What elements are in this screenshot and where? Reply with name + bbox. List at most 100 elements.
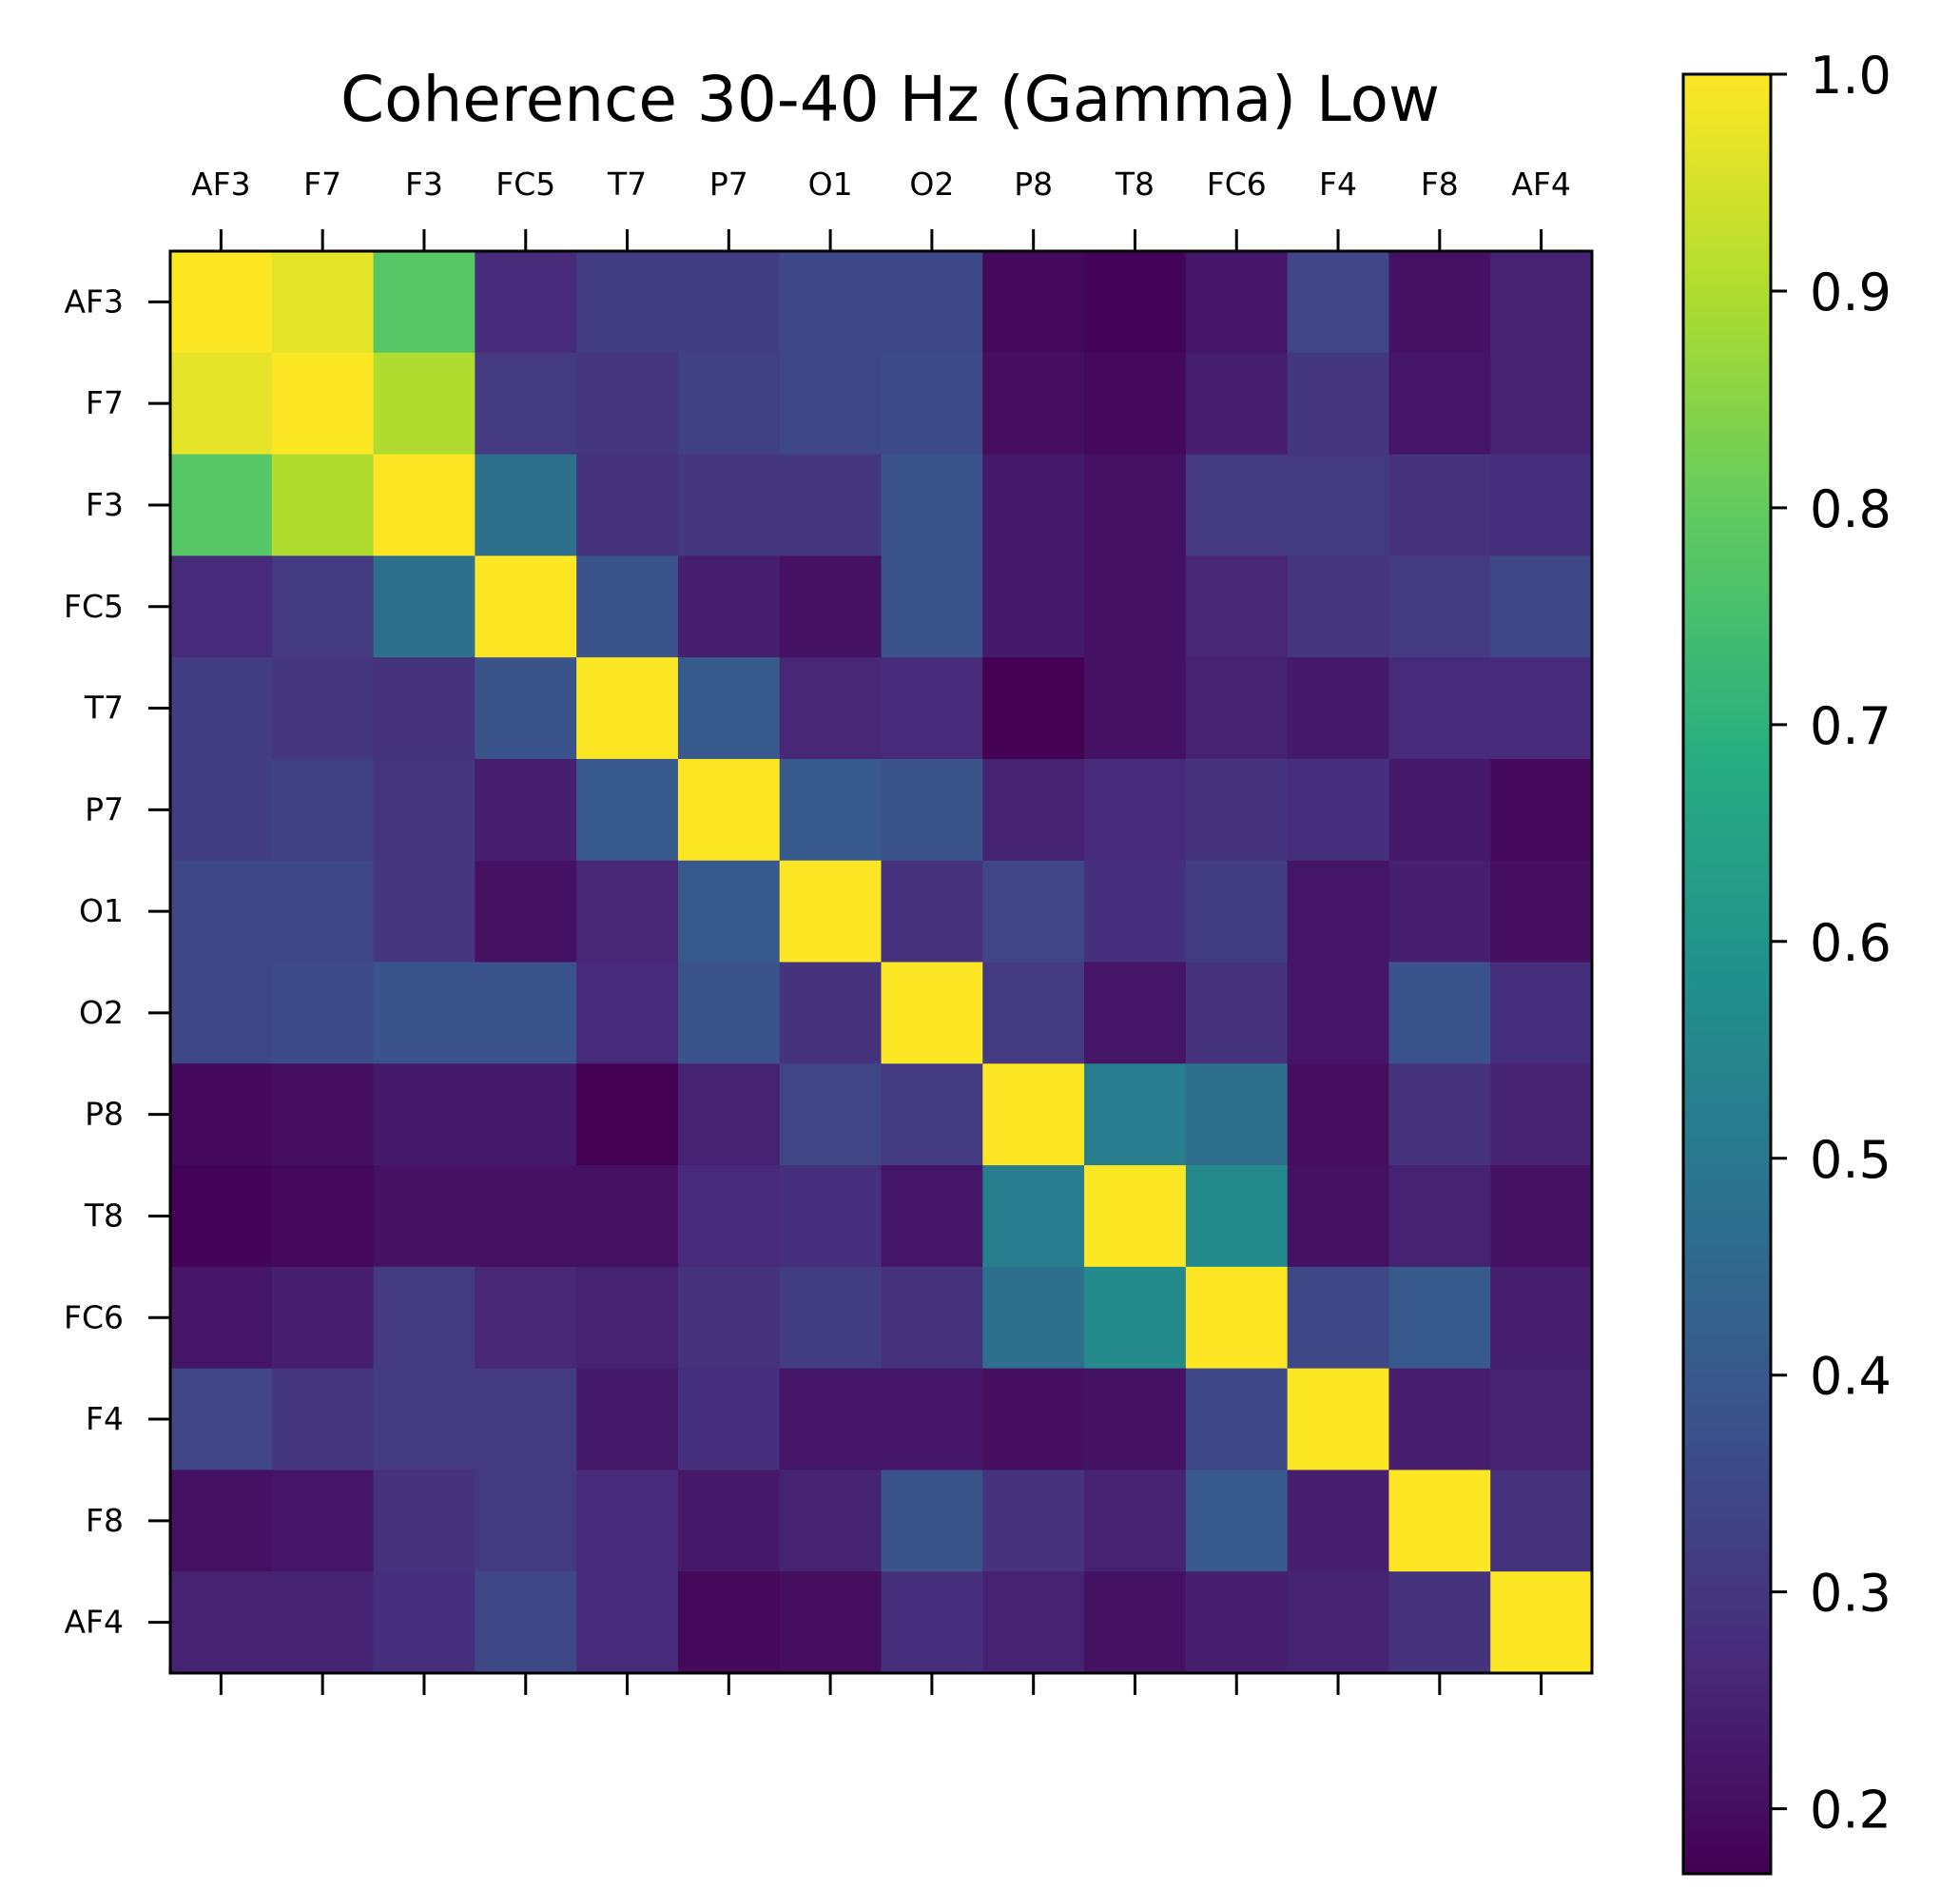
heatmap-cell-O1-T7 bbox=[576, 860, 679, 964]
heatmap-cell-FC6-P7 bbox=[677, 1266, 781, 1370]
heatmap-cell-FC6-T8 bbox=[1084, 1266, 1187, 1370]
heatmap-cell-T7-F8 bbox=[1388, 657, 1491, 760]
heatmap-cell-F7-O1 bbox=[779, 352, 883, 456]
colorbar-ticks: 0.2 0.3 0.4 0.5 0.6 0.7 0.8 0.9 1.0 bbox=[1771, 46, 1892, 1840]
x-tick-label: F3 bbox=[405, 166, 443, 203]
heatmap-cell-F7-FC6 bbox=[1185, 352, 1289, 456]
heatmap-cell-AF3-P7 bbox=[677, 251, 781, 354]
y-tick-label: FC5 bbox=[64, 588, 124, 625]
y-tick-label: AF3 bbox=[64, 282, 124, 320]
x-tick-label: T8 bbox=[1115, 166, 1155, 203]
heatmap-cell-F3-F4 bbox=[1287, 454, 1390, 556]
heatmap-cell-AF4-T7 bbox=[576, 1571, 679, 1674]
heatmap-cell-F8-AF4 bbox=[1490, 1470, 1593, 1572]
heatmap-cell-P7-P8 bbox=[982, 758, 1085, 862]
y-tick-label: P7 bbox=[85, 790, 124, 828]
heatmap-cell-P8-AF3 bbox=[170, 1063, 273, 1166]
heatmap-cell-O1-FC6 bbox=[1185, 860, 1289, 964]
heatmap-cell-P7-T7 bbox=[576, 758, 679, 862]
heatmap-cell-T8-F3 bbox=[373, 1165, 475, 1268]
y-axis-ticks: AF3 F7 F3 FC5 T7 P7 O1 O2 P8 T8 FC6 F4 F8 AF4 bbox=[64, 282, 170, 1641]
heatmap-cell-AF3-FC5 bbox=[475, 251, 577, 354]
y-tick-label: FC6 bbox=[64, 1298, 124, 1335]
heatmap-cell-O1-P7 bbox=[677, 860, 781, 964]
heatmap-cell-P7-AF4 bbox=[1490, 758, 1593, 862]
heatmap-cell-F7-AF3 bbox=[170, 352, 273, 456]
heatmap-cell-AF3-F8 bbox=[1388, 251, 1491, 354]
heatmap-cell-T7-P8 bbox=[982, 657, 1085, 760]
heatmap-cell-P7-O1 bbox=[779, 758, 883, 862]
heatmap-cell-F8-F7 bbox=[271, 1470, 375, 1572]
heatmap-cell-F3-T7 bbox=[576, 454, 679, 556]
heatmap-cell-F7-P8 bbox=[982, 352, 1085, 456]
heatmap-cell-AF4-F8 bbox=[1388, 1571, 1491, 1674]
heatmap-cell-O2-T7 bbox=[576, 962, 679, 1064]
colorbar-tick-label: 0.5 bbox=[1810, 1130, 1892, 1190]
heatmap-cell-F3-F3 bbox=[373, 454, 475, 556]
heatmap-cell-O1-AF3 bbox=[170, 860, 273, 964]
heatmap-cell-F7-F8 bbox=[1388, 352, 1491, 456]
heatmap-cell-F4-F7 bbox=[271, 1368, 375, 1471]
heatmap-cell-FC5-AF3 bbox=[170, 555, 273, 658]
heatmap-cell-AF3-AF3 bbox=[170, 251, 273, 354]
heatmap-cell-F7-FC5 bbox=[475, 352, 577, 456]
heatmap-cell-FC5-T8 bbox=[1084, 555, 1187, 658]
heatmap-cell-F8-T7 bbox=[576, 1470, 679, 1572]
colorbar-tick-label: 0.6 bbox=[1810, 913, 1892, 973]
heatmap-cell-F4-O2 bbox=[881, 1368, 983, 1471]
heatmap-cell-O2-FC6 bbox=[1185, 962, 1289, 1064]
heatmap-cell-T8-F8 bbox=[1388, 1165, 1491, 1268]
x-tick-label: O2 bbox=[909, 166, 954, 203]
y-tick-label: T7 bbox=[84, 690, 124, 727]
heatmap-cell-AF4-P8 bbox=[982, 1571, 1085, 1674]
heatmap-cell-P8-P7 bbox=[677, 1063, 781, 1166]
heatmap-cell-P7-T8 bbox=[1084, 758, 1187, 862]
heatmap-cell-F8-F3 bbox=[373, 1470, 475, 1572]
heatmap-cell-P7-F3 bbox=[373, 758, 475, 862]
heatmap-cell-O1-FC5 bbox=[475, 860, 577, 964]
heatmap-cell-F4-FC5 bbox=[475, 1368, 577, 1471]
heatmap-cell-F4-T8 bbox=[1084, 1368, 1187, 1471]
heatmap-cell-T7-FC6 bbox=[1185, 657, 1289, 760]
heatmap-cell-F3-O1 bbox=[779, 454, 883, 556]
heatmap-cell-T7-F3 bbox=[373, 657, 475, 760]
heatmap-cell-T7-O1 bbox=[779, 657, 883, 760]
y-tick-label: T8 bbox=[84, 1197, 124, 1234]
heatmap-cell-FC5-F8 bbox=[1388, 555, 1491, 658]
heatmap-cell-T7-AF4 bbox=[1490, 657, 1593, 760]
heatmap-cell-F7-T8 bbox=[1084, 352, 1187, 456]
heatmap-cell-F3-AF3 bbox=[170, 454, 273, 556]
x-tick-label: F7 bbox=[303, 166, 341, 203]
heatmap-cell-AF3-F3 bbox=[373, 251, 475, 354]
heatmap-cell-F7-F4 bbox=[1287, 352, 1390, 456]
heatmap-cell-O2-O1 bbox=[779, 962, 883, 1064]
heatmap-cell-F8-FC6 bbox=[1185, 1470, 1289, 1572]
heatmap-cell-F4-AF4 bbox=[1490, 1368, 1593, 1471]
heatmap-cell-P8-AF4 bbox=[1490, 1063, 1593, 1166]
heatmap-cell-FC6-O1 bbox=[779, 1266, 883, 1370]
heatmap-cell-FC6-F3 bbox=[373, 1266, 475, 1370]
heatmap-cell-O1-P8 bbox=[982, 860, 1085, 964]
x-tick-label: AF4 bbox=[1511, 166, 1571, 203]
heatmap-cell-F3-P7 bbox=[677, 454, 781, 556]
x-tick-label: O1 bbox=[808, 166, 853, 203]
heatmap-cell-P7-P7 bbox=[677, 758, 781, 862]
heatmap-cell-AF4-FC5 bbox=[475, 1571, 577, 1674]
heatmap-cell-F8-P8 bbox=[982, 1470, 1085, 1572]
heatmap-cell-F8-AF3 bbox=[170, 1470, 273, 1572]
heatmap-cell-AF3-F7 bbox=[271, 251, 375, 354]
heatmap-cell-FC6-FC5 bbox=[475, 1266, 577, 1370]
y-tick-label: F7 bbox=[86, 384, 124, 421]
heatmap-cell-O1-F3 bbox=[373, 860, 475, 964]
heatmap-cell-F4-O1 bbox=[779, 1368, 883, 1471]
heatmap-cell-FC5-AF4 bbox=[1490, 555, 1593, 658]
colorbar-tick-label: 0.3 bbox=[1810, 1564, 1892, 1624]
heatmap-cell-T7-AF3 bbox=[170, 657, 273, 760]
heatmap-cell-O1-F7 bbox=[271, 860, 375, 964]
heatmap-cell-F4-P8 bbox=[982, 1368, 1085, 1471]
heatmap-cell-AF4-P7 bbox=[677, 1571, 781, 1674]
heatmap-cell-F7-O2 bbox=[881, 352, 983, 456]
y-tick-label: P8 bbox=[85, 1096, 124, 1133]
heatmap-cell-P7-O2 bbox=[881, 758, 983, 862]
